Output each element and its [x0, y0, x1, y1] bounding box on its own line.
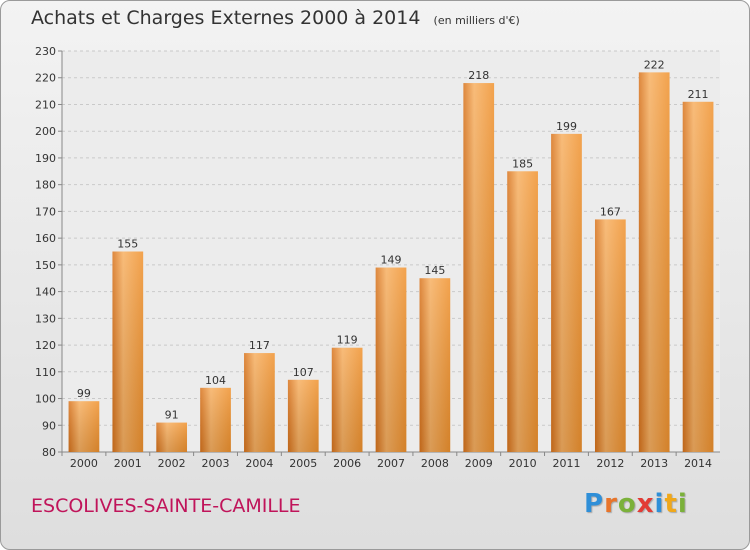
chart-unit: (en milliers d'€) [433, 14, 520, 27]
y-tick-label: 100 [35, 393, 56, 406]
y-tick-label: 90 [42, 419, 56, 432]
y-tick-label: 190 [35, 152, 56, 165]
x-tick-label: 2002 [158, 457, 186, 470]
x-tick-label: 2009 [465, 457, 493, 470]
data-label: 222 [644, 58, 665, 71]
x-tick-label: 2003 [202, 457, 230, 470]
bar-shade [287, 379, 319, 452]
logo-letter: i [654, 489, 665, 519]
y-tick-label: 220 [35, 72, 56, 85]
bar-shade [463, 83, 495, 452]
x-tick-label: 2010 [509, 457, 537, 470]
x-tick-label: 2012 [596, 457, 624, 470]
x-tick-label: 2004 [245, 457, 273, 470]
data-label: 199 [556, 120, 577, 133]
city-name: ESCOLIVES-SAINTE-CAMILLE [31, 495, 301, 517]
y-tick-label: 140 [35, 286, 56, 299]
bar-shade [68, 401, 100, 452]
chart-title: Achats et Charges Externes 2000 à 2014 [31, 7, 421, 29]
data-label: 117 [249, 339, 270, 352]
data-label: 99 [77, 387, 91, 400]
y-tick-label: 200 [35, 125, 56, 138]
bar-shade [594, 219, 626, 452]
bar-shade [112, 251, 144, 452]
data-label: 218 [468, 69, 489, 82]
y-tick-label: 120 [35, 339, 56, 352]
logo-letter: o [617, 489, 637, 519]
data-label: 104 [205, 374, 226, 387]
data-label: 167 [600, 205, 621, 218]
x-tick-label: 2007 [377, 457, 405, 470]
proxiti-logo: Proxiti [584, 489, 688, 519]
x-tick-label: 2013 [640, 457, 668, 470]
logo-letter: i [677, 489, 688, 519]
y-tick-label: 80 [42, 446, 56, 459]
x-tick-label: 2000 [70, 457, 98, 470]
x-tick-label: 2001 [114, 457, 142, 470]
logo-letter: t [664, 489, 678, 519]
data-label: 91 [165, 409, 179, 422]
bar-shade [200, 387, 231, 452]
y-tick-label: 180 [35, 179, 56, 192]
bar-shade [331, 347, 363, 452]
x-tick-label: 2014 [684, 457, 712, 470]
bar-shade [156, 422, 188, 452]
data-label: 211 [688, 88, 709, 101]
logo-letter: P [584, 489, 605, 519]
bar-shade [638, 72, 670, 453]
data-label: 145 [424, 264, 445, 277]
x-tick-label: 2005 [289, 457, 317, 470]
data-label: 149 [381, 254, 402, 267]
bar-shade [244, 353, 275, 452]
chart-title-block: Achats et Charges Externes 2000 à 2014 (… [31, 7, 520, 29]
y-tick-label: 210 [35, 98, 56, 111]
bar-shade [375, 267, 407, 452]
data-label: 155 [117, 238, 138, 251]
y-tick-label: 170 [35, 205, 56, 218]
data-label: 119 [337, 334, 358, 347]
data-label: 185 [512, 157, 533, 170]
logo-letter: x [636, 489, 655, 519]
bar-shade [507, 171, 538, 453]
logo-letter: r [604, 489, 618, 519]
x-tick-label: 2008 [421, 457, 449, 470]
y-tick-label: 160 [35, 232, 56, 245]
bar-shade [682, 101, 714, 452]
x-tick-label: 2011 [552, 457, 580, 470]
y-tick-label: 150 [35, 259, 56, 272]
bar-shade [419, 278, 451, 452]
bar-shade [551, 133, 582, 452]
x-tick-label: 2006 [333, 457, 361, 470]
y-tick-label: 130 [35, 312, 56, 325]
y-tick-label: 110 [35, 366, 56, 379]
data-label: 107 [293, 366, 314, 379]
y-tick-label: 230 [35, 45, 56, 58]
